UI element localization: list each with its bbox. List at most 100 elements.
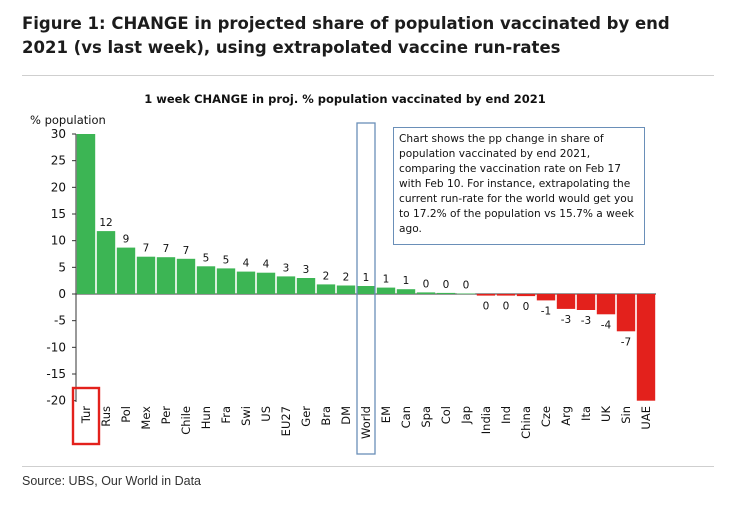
bar-fra xyxy=(216,268,236,294)
tur-highlight-box xyxy=(71,386,101,446)
x-tick-label: Spa xyxy=(419,406,433,428)
y-tick-label: -5 xyxy=(54,314,66,328)
data-label: -7 xyxy=(621,336,631,348)
x-tick-label: Arg xyxy=(559,406,573,426)
data-label: 12 xyxy=(99,217,112,229)
x-tick-label: Mex xyxy=(139,406,153,430)
source-divider xyxy=(22,466,714,467)
x-tick-label: Pol xyxy=(119,406,133,423)
data-label: 2 xyxy=(323,270,330,282)
data-label: 7 xyxy=(183,245,190,257)
data-label: 0 xyxy=(503,301,510,313)
bar-uae xyxy=(636,294,656,401)
bar-us xyxy=(256,272,276,294)
bar-china xyxy=(516,294,536,297)
bar-jap xyxy=(456,293,476,295)
x-tick-label: Can xyxy=(399,406,413,428)
x-tick-label: India xyxy=(479,406,493,434)
data-label: 1 xyxy=(363,272,370,284)
x-tick-label: Cze xyxy=(539,406,553,427)
x-tick-label: Swi xyxy=(239,406,253,426)
chart-title: 1 week CHANGE in proj. % population vacc… xyxy=(144,92,546,106)
data-label: 0 xyxy=(523,301,530,313)
y-tick-label: 20 xyxy=(51,180,66,194)
data-label: 0 xyxy=(463,280,470,292)
x-tick-label: Ger xyxy=(299,406,313,427)
highlight-group xyxy=(71,122,376,455)
y-tick-label: -15 xyxy=(46,367,66,381)
data-label: 4 xyxy=(243,258,250,270)
x-tick-label: China xyxy=(519,406,533,439)
y-tick-label: 15 xyxy=(51,207,66,221)
bar-arg xyxy=(556,294,576,309)
bar-bra xyxy=(316,284,336,294)
bar-swi xyxy=(236,271,256,294)
x-tick-label: DM xyxy=(339,406,353,425)
bar-rus xyxy=(96,231,116,294)
x-tick-label: World xyxy=(359,406,373,439)
data-label: -3 xyxy=(581,315,591,327)
bar-cze xyxy=(536,294,556,301)
x-tick-label: Per xyxy=(159,406,173,425)
bar-mex xyxy=(136,256,156,294)
data-label: 4 xyxy=(263,259,270,271)
bar-ind xyxy=(496,294,516,296)
annotation-box: Chart shows the pp change in share of po… xyxy=(393,127,645,245)
x-tick-label: UK xyxy=(599,406,613,422)
x-tick-label: EU27 xyxy=(279,406,293,436)
x-tick-label: Jap xyxy=(459,406,473,425)
data-label: 1 xyxy=(383,274,390,286)
bar-chile xyxy=(176,258,196,294)
bar-sin xyxy=(616,294,636,332)
bars-group: Tur12Rus9Pol7Mex7Per7Chile5Hun5Fra4Swi4U… xyxy=(76,134,656,439)
source-text: Source: UBS, Our World in Data xyxy=(22,474,202,488)
bar-dm xyxy=(336,285,356,294)
y-tick-label: -10 xyxy=(46,340,66,354)
data-label: 3 xyxy=(283,262,290,274)
x-tick-label: Ita xyxy=(579,406,593,421)
x-tick-label: Col xyxy=(439,406,453,424)
y-tick-label: 10 xyxy=(51,234,66,248)
bar-ger xyxy=(296,278,316,294)
x-tick-label: EM xyxy=(379,406,393,423)
x-tick-label: Tur xyxy=(79,406,93,425)
bar-eu27 xyxy=(276,276,296,294)
data-label: 7 xyxy=(143,243,150,255)
bar-india xyxy=(476,294,496,296)
y-tick-label: 25 xyxy=(51,154,66,168)
x-tick-label: US xyxy=(259,406,273,422)
data-label: -3 xyxy=(561,314,571,326)
bar-col xyxy=(436,292,456,294)
y-tick-label: -20 xyxy=(46,394,66,408)
y-tick-label: 5 xyxy=(58,260,66,274)
data-label: 3 xyxy=(303,264,310,276)
data-label: 5 xyxy=(203,252,210,264)
bar-uk xyxy=(596,294,616,315)
world-highlight-box xyxy=(356,122,376,455)
data-label: 1 xyxy=(403,275,410,287)
bar-hun xyxy=(196,266,216,294)
x-tick-label: Fra xyxy=(219,406,233,424)
data-label: 7 xyxy=(163,243,170,255)
y-tick-label: 0 xyxy=(58,287,66,301)
x-tick-label: Ind xyxy=(499,406,513,424)
figure-title: Figure 1: CHANGE in projected share of p… xyxy=(22,14,670,57)
bar-per xyxy=(156,257,176,294)
title-divider xyxy=(22,75,714,76)
bar-pol xyxy=(116,247,136,294)
x-tick-label: UAE xyxy=(639,406,653,430)
x-tick-label: Hun xyxy=(199,406,213,429)
bar-tur xyxy=(76,134,96,294)
data-label: 0 xyxy=(423,278,430,290)
y-tick-label: 30 xyxy=(51,127,66,141)
data-label: 2 xyxy=(343,272,350,284)
y-axis-label: % population xyxy=(30,113,106,127)
x-tick-label: Rus xyxy=(99,406,113,427)
data-label: 0 xyxy=(443,279,450,291)
bar-spa xyxy=(416,292,436,294)
data-label: -1 xyxy=(541,305,551,317)
x-tick-label: Sin xyxy=(619,406,633,424)
data-label: 5 xyxy=(223,254,230,266)
bar-chart: 1 week CHANGE in proj. % population vacc… xyxy=(30,92,656,455)
data-label: -4 xyxy=(601,319,612,331)
